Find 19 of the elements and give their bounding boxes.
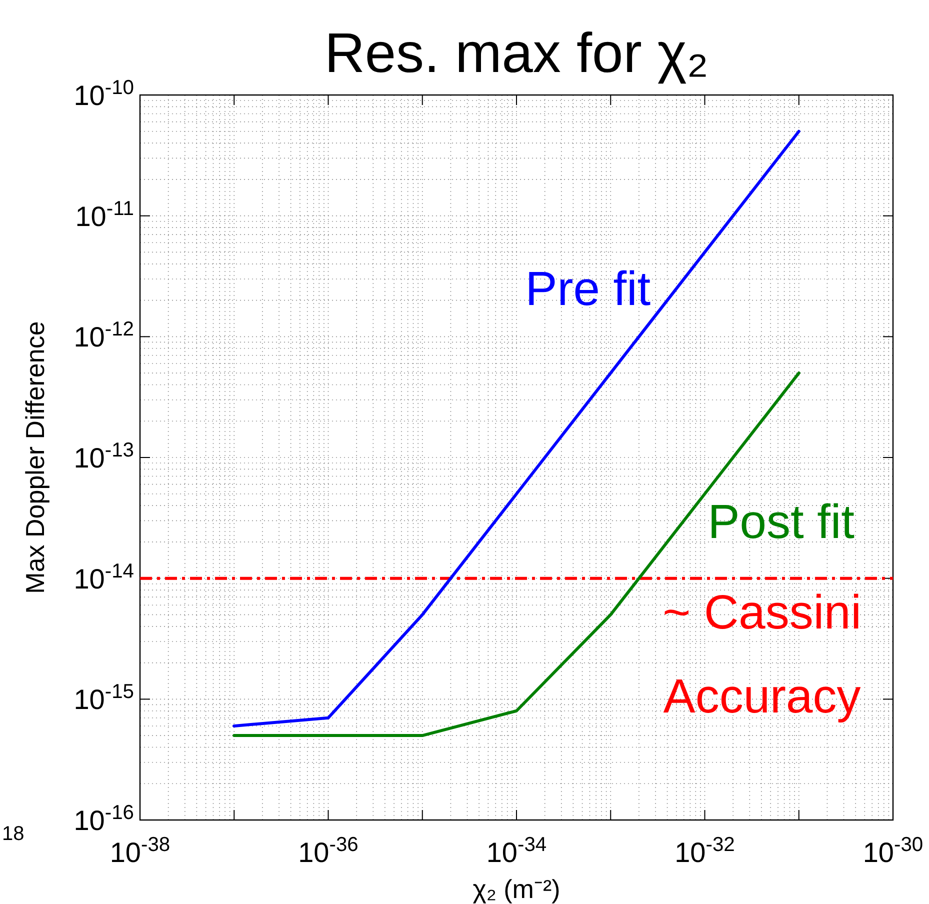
x-tick-label: 10$^{-38}$: [110, 834, 170, 868]
y-tick-label: 10$^{-10}$: [74, 77, 134, 111]
y-tick-label: 10$^{-13}$: [74, 440, 134, 474]
y-tick-label: 10$^{-15}$: [74, 681, 134, 716]
x-tick-label: 10$^{-30}$: [862, 834, 924, 868]
series-label: Pre fit: [525, 263, 651, 316]
x-tick-label: 10$^{-36}$: [298, 834, 358, 868]
x-axis-title: χ₂ (m⁻²): [472, 874, 560, 904]
y-tick-label: 10$^{-12}$: [74, 318, 134, 353]
y-tick-label: 10$^{-11}$: [75, 198, 134, 232]
chart-title: Res. max for χ₂: [324, 21, 709, 84]
y-tick-label: 10$^{-14}$: [74, 560, 134, 594]
x-tick-label: 10$^{-34}$: [486, 834, 547, 868]
ref-line-label: ~ Cassini Accuracy: [662, 586, 862, 724]
x-tick-label: 10$^{-32}$: [674, 834, 735, 868]
y-tick-label: 10$^{-16}$: [74, 802, 134, 836]
series-label: Post fit: [708, 496, 854, 549]
y-axis-title: Max Doppler Difference: [20, 321, 50, 594]
text: 18: [2, 823, 24, 845]
